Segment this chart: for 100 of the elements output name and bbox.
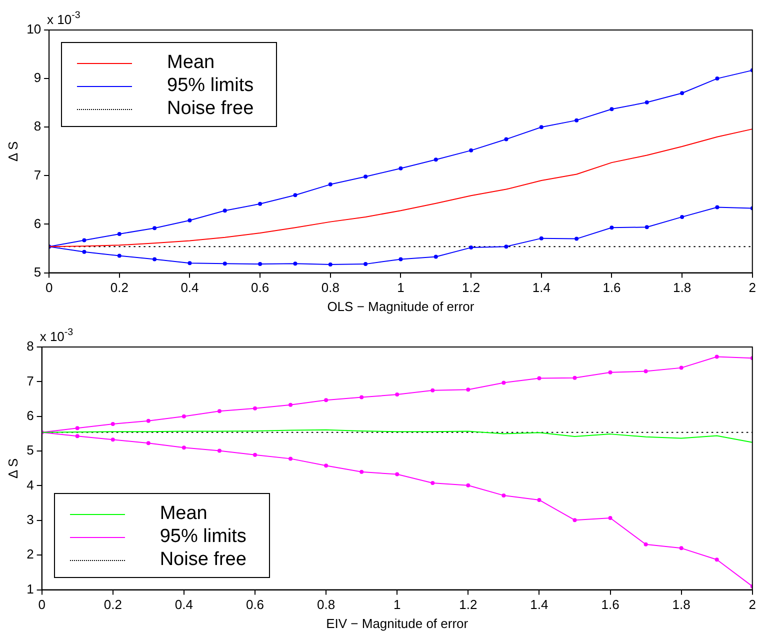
y-tick-label: 1 <box>26 581 34 596</box>
point <box>572 518 577 522</box>
y-tick-label: 8 <box>26 338 34 354</box>
point <box>574 118 579 122</box>
point <box>328 262 332 267</box>
y-tick-label: 9 <box>34 70 42 86</box>
legend-label: Noise free <box>167 97 254 121</box>
point <box>324 464 328 468</box>
point <box>715 205 720 210</box>
point <box>117 254 122 258</box>
x-tick-label: 0 <box>38 597 46 612</box>
point <box>469 246 474 250</box>
point <box>288 456 293 461</box>
point <box>469 148 474 152</box>
point <box>217 448 222 453</box>
point <box>610 226 614 230</box>
x-tick-label: 0.4 <box>180 280 199 296</box>
y-tick-label: 2 <box>26 546 34 562</box>
point <box>360 395 364 400</box>
point <box>222 208 227 213</box>
x-tick-label: 1.2 <box>462 280 480 296</box>
x-tick-label: 1 <box>397 280 404 296</box>
y-tick-label: 4 <box>26 477 34 492</box>
point <box>434 158 438 162</box>
x-tick-label: 1.8 <box>673 280 692 296</box>
point <box>395 472 400 476</box>
point <box>644 100 649 104</box>
point <box>539 125 544 130</box>
x-tick-label: 1.4 <box>530 597 548 612</box>
point <box>222 262 227 266</box>
point <box>466 388 470 392</box>
point <box>537 376 542 380</box>
point <box>714 354 719 359</box>
point <box>679 546 684 550</box>
y-tick-label: 5 <box>34 264 42 280</box>
point <box>258 262 262 266</box>
point <box>395 392 400 397</box>
point <box>188 218 192 222</box>
point <box>75 426 80 430</box>
point <box>537 498 542 502</box>
x-axis-title: EIV − Magnitude of error <box>326 616 469 631</box>
point <box>644 369 648 374</box>
x-tick-label: 0.8 <box>321 280 340 296</box>
point <box>117 232 122 236</box>
y-tick-label: 6 <box>34 216 42 231</box>
point <box>680 91 684 96</box>
point <box>288 402 293 407</box>
point <box>572 376 577 380</box>
point <box>217 409 222 414</box>
point <box>466 483 470 488</box>
point <box>434 254 438 259</box>
point <box>252 452 257 457</box>
x-tick-label: 1.2 <box>459 597 478 612</box>
point <box>324 398 328 402</box>
point <box>258 202 262 206</box>
point <box>364 174 368 179</box>
x-tick-label: 0.2 <box>104 597 122 612</box>
legend-label: Mean <box>167 51 215 75</box>
point <box>398 166 403 170</box>
x-tick-label: 0 <box>45 280 53 296</box>
point <box>574 236 579 241</box>
point <box>182 414 186 418</box>
legend-label: Mean <box>160 502 208 526</box>
y-tick-label: 6 <box>26 408 34 423</box>
y-tick-label: 8 <box>34 118 42 134</box>
point <box>504 137 508 142</box>
point <box>82 250 86 254</box>
point <box>110 422 115 426</box>
legend-label: 95% limits <box>160 524 246 549</box>
x-tick-label: 2 <box>748 597 756 612</box>
y-tick-label: 10 <box>26 22 42 37</box>
point <box>293 193 298 198</box>
legend-label: 95% limits <box>167 74 254 98</box>
x-tick-label: 1.8 <box>672 597 690 612</box>
point <box>182 446 186 450</box>
x-tick-label: 0.8 <box>317 597 336 612</box>
point <box>502 493 506 498</box>
y-tick-label: 7 <box>26 373 34 388</box>
x-tick-label: 1.4 <box>532 280 550 296</box>
point <box>539 236 544 240</box>
x-tick-label: 1.6 <box>601 597 620 612</box>
point <box>430 480 435 485</box>
y-axis-title: Δ S <box>5 140 20 162</box>
point <box>188 261 192 266</box>
point <box>610 107 614 112</box>
y-tick-label: 3 <box>26 512 34 528</box>
point <box>364 262 368 266</box>
point <box>252 406 257 410</box>
point <box>152 257 157 262</box>
x-tick-label: 0.2 <box>110 280 128 296</box>
point <box>146 418 150 423</box>
y-tick-label: 7 <box>34 167 42 182</box>
x-tick-label: 0.6 <box>246 597 264 612</box>
point <box>504 244 508 249</box>
point <box>146 441 150 446</box>
point <box>75 434 80 438</box>
x-tick-label: 1 <box>393 597 401 612</box>
y-axis-title: Δ S <box>5 458 20 479</box>
point <box>608 516 612 520</box>
point <box>679 366 684 370</box>
